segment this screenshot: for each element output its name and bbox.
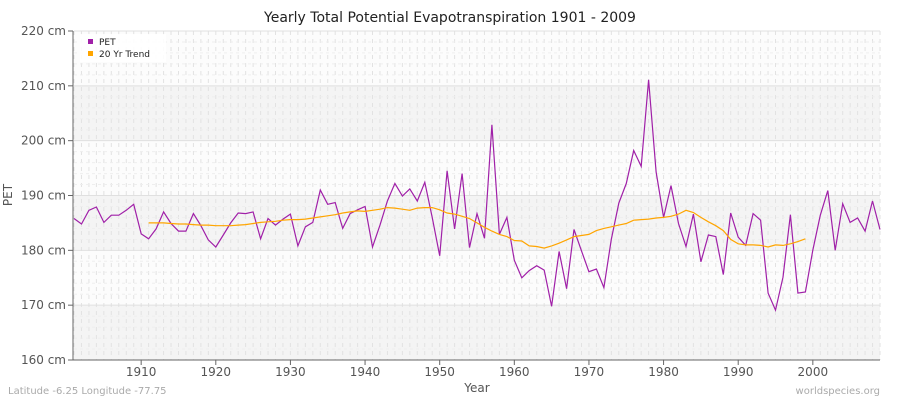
footer-location: Latitude -6.25 Longitude -77.75: [8, 386, 167, 397]
chart-title: Yearly Total Potential Evapotranspiratio…: [263, 10, 636, 26]
grid: [73, 30, 881, 361]
series-group: [73, 79, 881, 313]
x-tick-label: 1920: [201, 365, 232, 379]
legend-label-trend: 20 Yr Trend: [99, 50, 150, 60]
x-tick-label: 1990: [723, 365, 754, 379]
y-tick-label: 190 cm: [21, 189, 66, 203]
x-tick-label: 1910: [126, 365, 157, 379]
x-tick-label: 1950: [424, 365, 455, 379]
legend-swatch-trend: [88, 51, 93, 56]
x-tick-label: 1960: [499, 365, 530, 379]
y-tick-label: 210 cm: [21, 79, 66, 93]
legend-label-pet: PET: [99, 38, 116, 48]
legend: PET 20 Yr Trend: [80, 34, 166, 62]
x-tick-label: 1970: [574, 365, 605, 379]
x-axis-label: Year: [463, 381, 489, 395]
y-axis-label: PET: [1, 183, 15, 206]
trend-line: [148, 206, 806, 249]
axes: 160 cm 170 cm 180 cm 190 cm 200 cm 210 cm 220 …: [21, 24, 880, 379]
y-tick-label: 160 cm: [21, 353, 66, 367]
y-tick-label: 180 cm: [21, 243, 66, 257]
legend-swatch-pet: [88, 39, 93, 44]
y-tick-label: 220 cm: [21, 24, 66, 38]
x-tick-label: 2000: [798, 365, 829, 379]
y-tick-label: 200 cm: [21, 134, 66, 148]
footer-source: worldspecies.org: [796, 386, 880, 397]
y-tick-label: 170 cm: [21, 298, 66, 312]
x-tick-label: 1930: [275, 365, 306, 379]
x-tick-label: 1980: [648, 365, 679, 379]
x-tick-label: 1940: [350, 365, 381, 379]
